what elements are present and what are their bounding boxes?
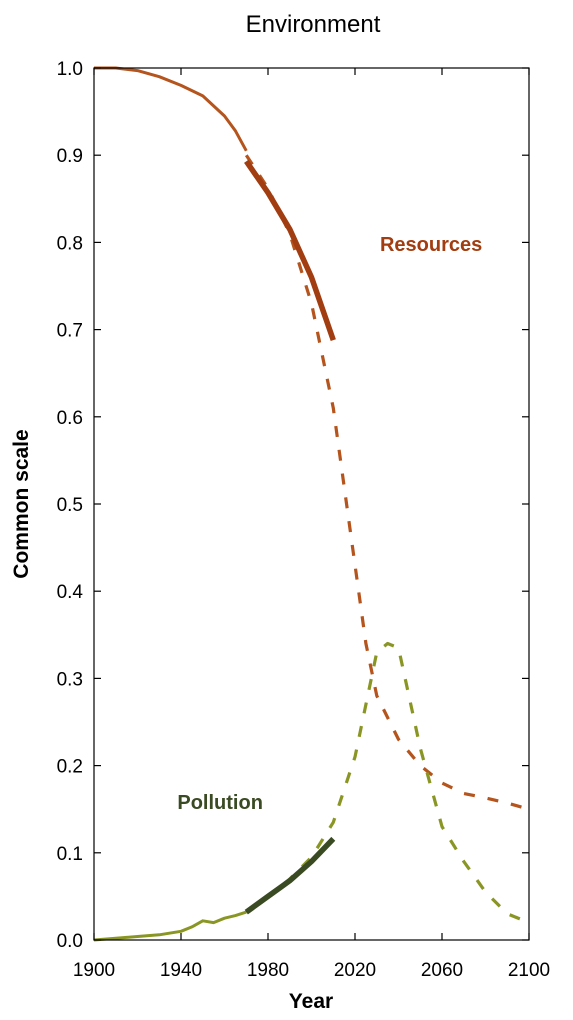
plot-frame: [93, 67, 530, 941]
x-tick-label: 1900: [73, 960, 115, 981]
resources-dashed-line: [244, 154, 530, 811]
y-tick-label: 1.0: [57, 59, 83, 80]
resources-series-label: Resources: [380, 234, 482, 256]
x-tick-label: 1940: [160, 960, 202, 981]
pollution-dashed-line: [245, 641, 530, 925]
x-tick-label: 2020: [334, 960, 376, 981]
y-tick-label: 0.2: [57, 757, 83, 778]
y-tick-label: 0.1: [57, 844, 83, 865]
y-tick-label: 0.3: [57, 669, 83, 690]
y-tick-label: 0.6: [57, 408, 83, 429]
resources-thick-solid-line: [244, 159, 336, 342]
y-tick-label: 0.7: [57, 321, 83, 342]
y-tick-label: 0.5: [57, 495, 83, 516]
x-tick-label: 2100: [508, 960, 550, 981]
x-tick-label: 2060: [421, 960, 463, 981]
resources-thin-solid-line: [94, 66, 248, 152]
y-axis-label: Common scale: [10, 429, 33, 578]
y-tick-label: 0.8: [57, 233, 83, 254]
pollution-thin-solid-line: [93, 910, 247, 942]
y-tick-label: 0.9: [57, 146, 83, 167]
pollution-series-label: Pollution: [177, 792, 263, 814]
pollution-thick-solid-line: [244, 836, 336, 915]
y-tick-label: 0.4: [57, 582, 84, 603]
x-tick-label: 1980: [247, 960, 289, 981]
chart-title: Environment: [246, 11, 381, 38]
x-axis-label: Year: [289, 990, 333, 1013]
y-tick-label: 0.0: [57, 931, 83, 952]
